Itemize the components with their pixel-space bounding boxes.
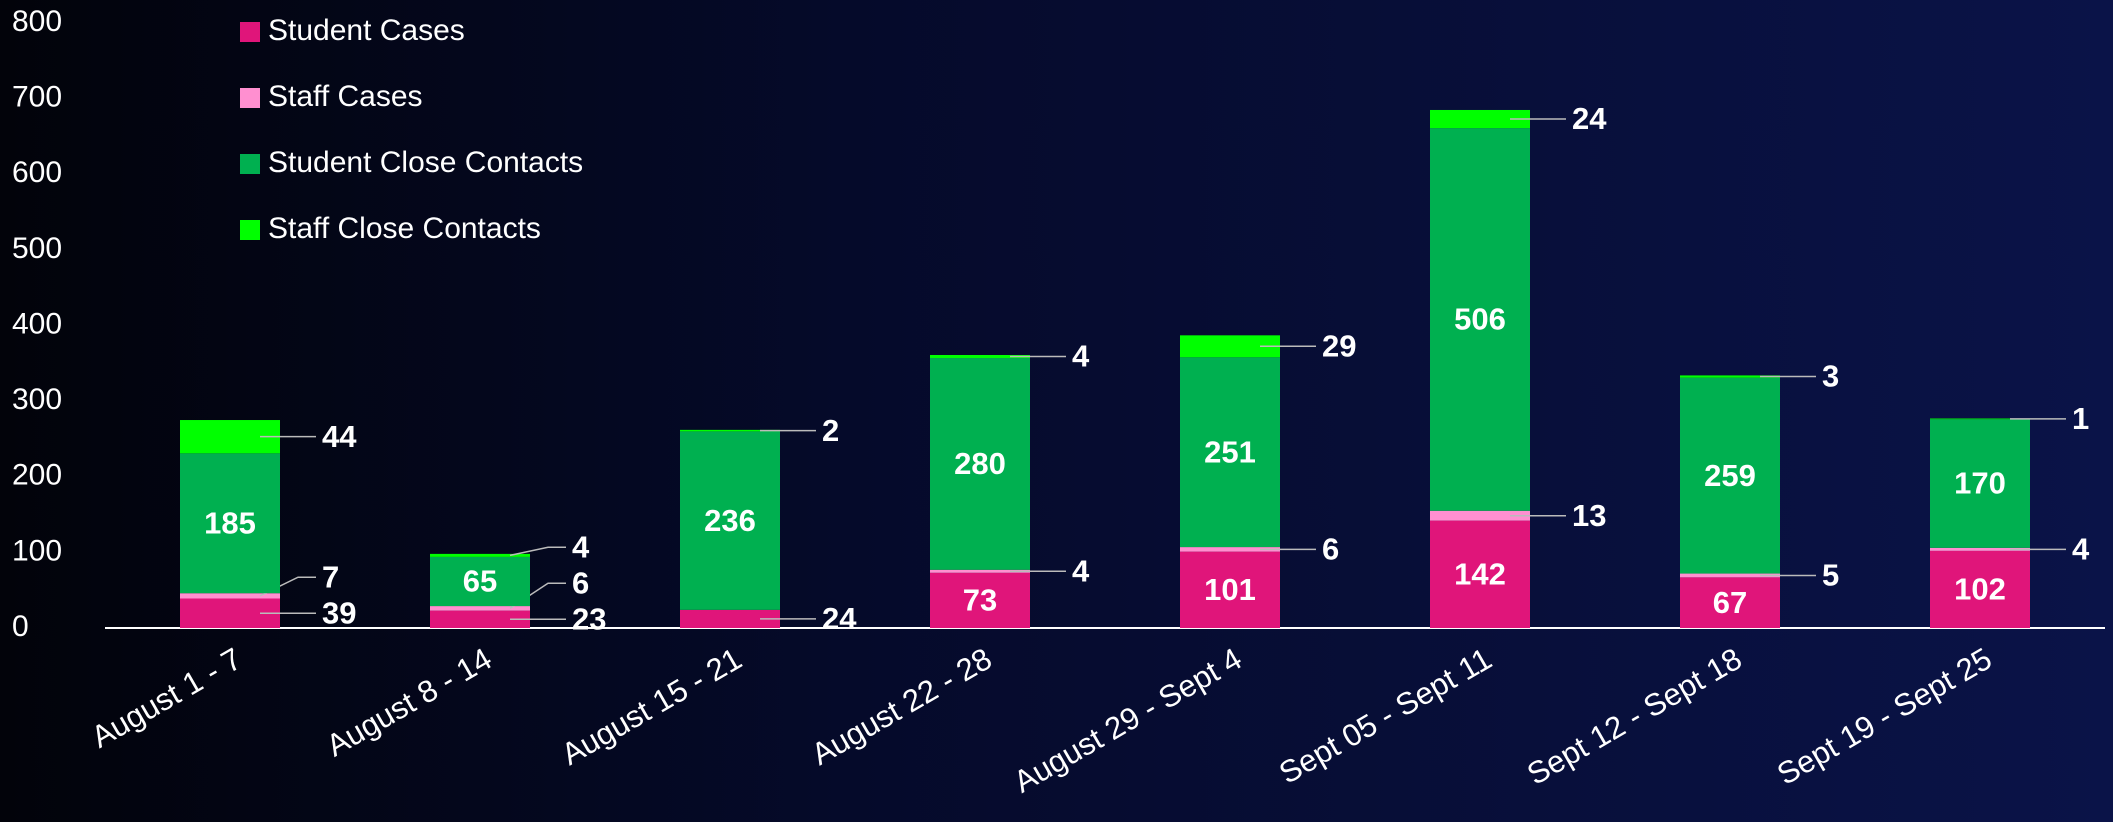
bar-segment — [680, 429, 780, 432]
bar-segment — [1930, 419, 2030, 548]
y-tick-label: 800 — [12, 5, 62, 38]
bar-segment — [430, 606, 530, 611]
x-tick-label: August 22 - 28 — [805, 641, 997, 772]
bar-segment — [430, 553, 530, 557]
bar-segment — [430, 556, 530, 607]
data-label: 170 — [1954, 466, 2006, 501]
leader-line — [509, 546, 566, 557]
data-label: 44 — [322, 419, 357, 454]
bar-segment — [1430, 128, 1530, 511]
data-label: 7 — [322, 559, 339, 594]
legend-swatch — [240, 220, 260, 240]
bar-segment — [1430, 510, 1530, 521]
x-tick-label: August 15 - 21 — [555, 641, 747, 772]
data-label: 236 — [704, 503, 756, 538]
data-label: 67 — [1713, 585, 1747, 620]
data-label: 280 — [954, 446, 1006, 481]
bar-segment — [1430, 109, 1530, 129]
data-label: 259 — [1704, 458, 1756, 493]
bar-segment — [680, 609, 780, 628]
bar-segment — [930, 354, 1030, 359]
data-label: 29 — [1322, 328, 1356, 363]
bar-segment — [930, 358, 1030, 570]
bar-segment — [1930, 550, 2030, 628]
bar-segment — [1930, 547, 2030, 551]
data-label: 4 — [1072, 553, 1090, 588]
data-label: 73 — [963, 583, 997, 618]
x-tick-label: Sept 12 - Sept 18 — [1521, 641, 1747, 792]
y-tick-label: 200 — [12, 459, 62, 492]
bar-segment — [1680, 577, 1780, 628]
bar-segment — [1680, 377, 1780, 574]
legend-label: Staff Cases — [268, 80, 423, 113]
data-label: 23 — [572, 601, 606, 636]
data-label: 4 — [2072, 532, 2090, 567]
bar-segment — [1180, 551, 1280, 628]
y-tick-label: 400 — [12, 307, 62, 340]
bar-segment — [680, 431, 780, 610]
data-label: 65 — [463, 564, 497, 599]
bar-segment — [930, 572, 1030, 628]
x-tick-label: August 1 - 7 — [85, 641, 247, 755]
data-label: 1 — [2072, 401, 2089, 436]
bar-segment — [430, 610, 530, 628]
y-tick-label: 300 — [12, 383, 62, 416]
bar-segment — [1180, 547, 1280, 552]
data-label: 185 — [204, 505, 256, 540]
legend-label: Student Close Contacts — [268, 146, 583, 179]
bar-segment — [930, 569, 1030, 573]
y-tick-label: 700 — [12, 81, 62, 114]
x-tick-label: August 8 - 14 — [320, 641, 497, 764]
bar-segment — [1930, 418, 2030, 420]
legend-label: Student Cases — [268, 14, 465, 47]
bar-segment — [1680, 375, 1780, 378]
data-label: 39 — [322, 595, 356, 630]
data-label: 101 — [1204, 572, 1256, 607]
x-tick-label: Sept 19 - Sept 25 — [1771, 641, 1997, 792]
data-label: 3 — [1822, 359, 1839, 394]
bar-segment — [1180, 357, 1280, 548]
data-label: 4 — [572, 529, 590, 564]
data-label: 2 — [822, 413, 839, 448]
legend-label: Staff Close Contacts — [268, 212, 541, 245]
data-label: 24 — [822, 601, 857, 636]
bar-segment — [1430, 520, 1530, 628]
legend-swatch — [240, 154, 260, 174]
y-tick-label: 600 — [12, 156, 62, 189]
bar-segment — [1680, 573, 1780, 578]
x-tick-label: August 29 - Sept 4 — [1008, 641, 1248, 800]
data-label: 13 — [1572, 498, 1606, 533]
data-label: 506 — [1454, 302, 1506, 337]
data-label: 142 — [1454, 556, 1506, 591]
y-tick-label: 0 — [12, 610, 29, 643]
data-label: 102 — [1954, 572, 2006, 607]
data-label: 6 — [1322, 532, 1339, 567]
data-label: 24 — [1572, 101, 1607, 136]
y-tick-label: 100 — [12, 534, 62, 567]
bar-segment — [180, 453, 280, 594]
data-label: 5 — [1822, 558, 1839, 593]
legend-swatch — [240, 22, 260, 42]
legend-swatch — [240, 88, 260, 108]
bar-segment — [180, 593, 280, 599]
x-tick-label: Sept 05 - Sept 11 — [1273, 641, 1497, 791]
data-label: 4 — [1072, 339, 1090, 374]
data-label: 251 — [1204, 434, 1256, 469]
y-tick-label: 500 — [12, 232, 62, 265]
data-label: 6 — [572, 565, 589, 600]
bar-segment — [1180, 335, 1280, 358]
